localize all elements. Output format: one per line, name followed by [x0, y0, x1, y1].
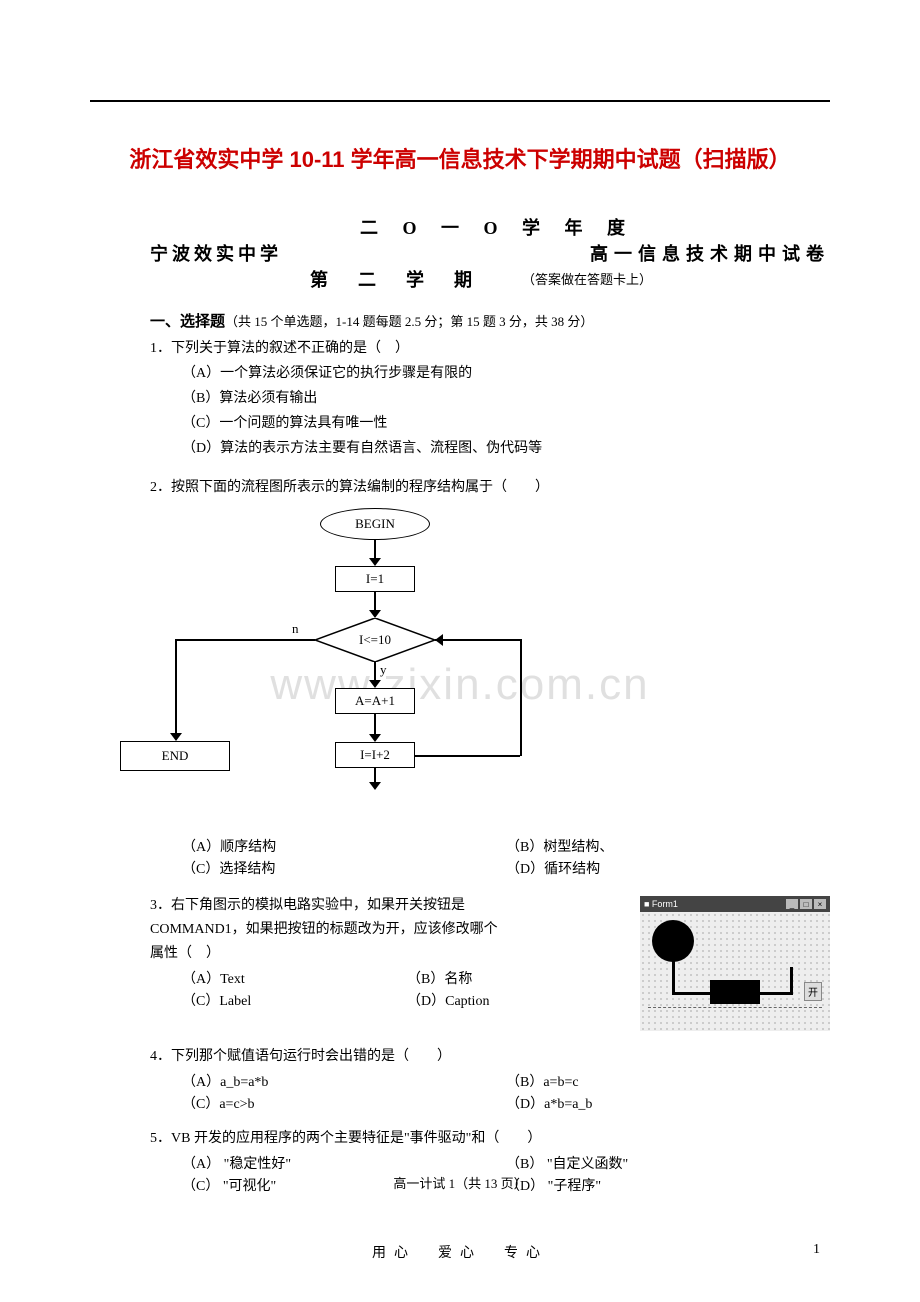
q5-stem: 5．VB 开发的应用程序的两个主要特征是"事件驱动"和（ ）: [150, 1127, 830, 1151]
q2-opt-b: （B）树型结构、: [506, 836, 830, 856]
flow-n-label: n: [292, 621, 299, 637]
q2-opt-a: （A）顺序结构: [182, 836, 506, 856]
section-1-bold: 一、选择题: [150, 314, 225, 330]
q4-stem: 4．下列那个赋值语句运行时会出错的是（ ）: [150, 1045, 830, 1069]
q3-stem-2: COMMAND1，如果把按钮的标题改为开，应该修改哪个: [150, 918, 632, 942]
flow-line: [175, 639, 177, 739]
flow-begin: BEGIN: [320, 508, 430, 540]
footer: 用心 爱心 专心 1: [0, 1242, 920, 1262]
q3-row-1: （A）Text （B）名称: [182, 968, 632, 988]
footer-text: 用心 爱心 专心: [372, 1246, 548, 1261]
flow-body: A=A+1: [335, 688, 415, 714]
flow-line: [175, 639, 315, 641]
q1-opt-a: （A）一个算法必须保证它的执行步骤是有限的: [182, 362, 830, 386]
page-number: 高一计试 1（共 13 页）: [0, 1173, 920, 1192]
arrow-icon: [170, 733, 182, 741]
arrow-icon: [369, 680, 381, 688]
flow-line: [435, 639, 521, 641]
vb-max-icon: □: [800, 899, 812, 909]
footer-page-num: 1: [813, 1242, 820, 1258]
q2-row-2: （C）选择结构 （D）循环结构: [182, 858, 830, 878]
q1-opt-d: （D）算法的表示方法主要有自然语言、流程图、伪代码等: [182, 437, 830, 461]
q5-opt-b: （B） "自定义函数": [506, 1153, 830, 1173]
vb-body: 开: [640, 912, 830, 1031]
header-note: （答案做在答题卡上）: [522, 269, 652, 288]
q2-stem: 2．按照下面的流程图所表示的算法编制的程序结构属于（ ）: [150, 476, 830, 500]
q3-row-2: （C）Label （D）Caption: [182, 990, 632, 1010]
vb-close-icon: ×: [814, 899, 826, 909]
flow-cond-label: I<=10: [315, 632, 435, 648]
semester-label: 第二学期: [310, 266, 502, 292]
q1-opt-c: （C）一个问题的算法具有唯一性: [182, 412, 830, 436]
q4-opt-d: （D）a*b=a_b: [506, 1093, 830, 1113]
q5-row-1: （A） "稳定性好" （B） "自定义函数": [182, 1153, 830, 1173]
q4-row-2: （C）a=c>b （D）a*b=a_b: [182, 1093, 830, 1113]
top-rule: [90, 100, 830, 102]
q3-opt-a: （A）Text: [182, 968, 407, 988]
flow-line: [520, 639, 522, 756]
q3-block: 3．右下角图示的模拟电路实验中，如果开关按钮是 COMMAND1，如果把按钮的标…: [150, 894, 830, 1031]
q4-opt-a: （A）a_b=a*b: [182, 1071, 506, 1091]
vb-switch-button: 开: [804, 982, 822, 1001]
exam-name: 高一信息技术期中试卷: [590, 240, 830, 266]
vb-min-icon: _: [786, 899, 798, 909]
arrow-icon: [369, 558, 381, 566]
q3-opt-b: （B）名称: [407, 968, 632, 988]
q3-stem-1: 3．右下角图示的模拟电路实验中，如果开关按钮是: [150, 894, 632, 918]
q1-stem: 1．下列关于算法的叙述不正确的是（ ）: [150, 337, 830, 361]
flow-end: END: [120, 741, 230, 771]
q3-stem-3: 属性（ ）: [150, 942, 632, 966]
vb-wire: [672, 960, 675, 992]
q2-row-1: （A）顺序结构 （B）树型结构、: [182, 836, 830, 856]
flow-init: I=1: [335, 566, 415, 592]
year-label: 二 O 一 O 学 年 度: [360, 214, 635, 240]
arrow-icon: [369, 782, 381, 790]
flow-cond: I<=10: [315, 618, 435, 662]
q2-opt-c: （C）选择结构: [182, 858, 506, 878]
q5-opt-a: （A） "稳定性好": [182, 1153, 506, 1173]
arrow-icon: [435, 634, 443, 646]
flow-step: I=I+2: [335, 742, 415, 768]
arrow-icon: [369, 734, 381, 742]
vb-title-text: ■ Form1: [644, 899, 678, 909]
exam-header: 二 O 一 O 学 年 度 宁波效实中学 高一信息技术期中试卷 第二学期 （答案…: [150, 214, 830, 292]
vb-bulb-icon: [652, 920, 694, 962]
vb-dash: [648, 1007, 822, 1008]
q4-opt-c: （C）a=c>b: [182, 1093, 506, 1113]
vb-form: ■ Form1 _ □ × 开: [640, 896, 830, 1031]
flowchart: BEGIN I=1 I<=10 n END y A=A+1 I=I+2: [120, 508, 570, 828]
q3-opt-d: （D）Caption: [407, 990, 632, 1010]
page-title: 浙江省效实中学 10-11 学年高一信息技术下学期期中试题（扫描版）: [90, 142, 830, 174]
vb-titlebar: ■ Form1 _ □ ×: [640, 896, 830, 912]
q4-row-1: （A）a_b=a*b （B）a=b=c: [182, 1071, 830, 1091]
vb-wire: [790, 967, 793, 995]
q2-opt-d: （D）循环结构: [506, 858, 830, 878]
flow-y-label: y: [380, 662, 387, 678]
q4-opt-b: （B）a=b=c: [506, 1071, 830, 1091]
arrow-icon: [369, 610, 381, 618]
section-1-title: 一、选择题（共 15 个单选题，1-14 题每题 2.5 分；第 15 题 3 …: [150, 310, 830, 331]
school-name: 宁波效实中学: [150, 240, 282, 266]
vb-battery-icon: [710, 980, 760, 1004]
section-1-light: （共 15 个单选题，1-14 题每题 2.5 分；第 15 题 3 分，共 3…: [225, 314, 593, 329]
q3-opt-c: （C）Label: [182, 990, 407, 1010]
flow-line: [415, 755, 520, 757]
q1-opt-b: （B）算法必须有输出: [182, 387, 830, 411]
